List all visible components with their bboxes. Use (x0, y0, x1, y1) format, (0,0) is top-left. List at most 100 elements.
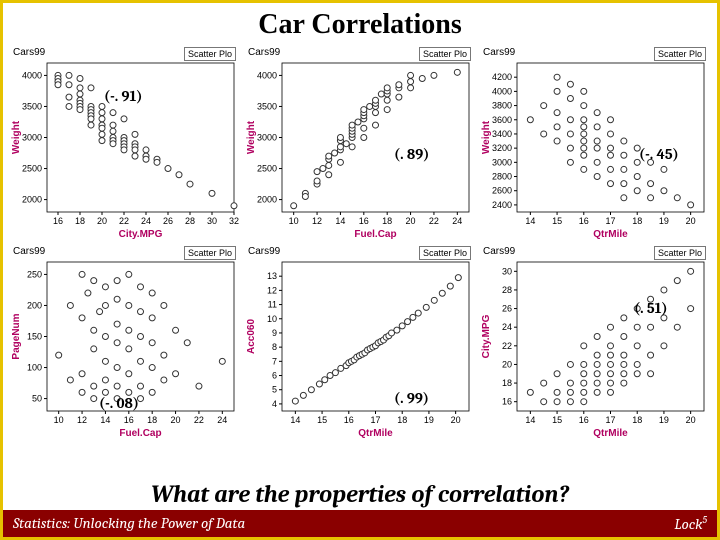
svg-text:30: 30 (207, 216, 217, 226)
svg-text:17: 17 (605, 216, 615, 226)
svg-text:28: 28 (185, 216, 195, 226)
svg-text:20: 20 (686, 415, 696, 425)
svg-text:100: 100 (27, 363, 42, 373)
svg-text:16: 16 (579, 415, 589, 425)
svg-text:18: 18 (632, 415, 642, 425)
svg-text:28: 28 (502, 285, 512, 295)
svg-text:7: 7 (272, 356, 277, 366)
svg-text:QtrMile: QtrMile (358, 428, 393, 439)
correlation-annotation: (. 51) (634, 299, 668, 317)
svg-text:Acc060: Acc060 (246, 319, 257, 354)
dataset-label: Cars99 (248, 246, 280, 257)
svg-text:3000: 3000 (257, 133, 277, 143)
chart-type-button[interactable]: Scatter Plo (184, 47, 236, 61)
svg-text:Weight: Weight (11, 120, 22, 154)
svg-text:16: 16 (344, 415, 354, 425)
svg-text:City.MPG: City.MPG (481, 314, 492, 358)
svg-text:18: 18 (382, 216, 392, 226)
svg-text:15: 15 (552, 415, 562, 425)
svg-text:2400: 2400 (492, 200, 512, 210)
svg-text:3800: 3800 (492, 101, 512, 111)
svg-text:10: 10 (54, 415, 64, 425)
scatter-panel-weight-citympg: Cars99Scatter Plo(-. 91)1618202224262830… (9, 45, 240, 240)
svg-text:26: 26 (502, 304, 512, 314)
correlation-annotation: (-. 91) (104, 87, 143, 105)
svg-text:Fuel.Cap: Fuel.Cap (119, 428, 161, 439)
question-text: What are the properties of correlation? (3, 480, 717, 508)
svg-text:12: 12 (312, 216, 322, 226)
svg-text:150: 150 (27, 332, 42, 342)
scatter-panel-acc060-qtrmile: Cars99Scatter Plo(. 99)14151617181920456… (244, 244, 475, 439)
svg-text:20: 20 (97, 216, 107, 226)
chart-type-button[interactable]: Scatter Plo (654, 246, 706, 260)
svg-text:2000: 2000 (257, 195, 277, 205)
svg-text:15: 15 (552, 216, 562, 226)
svg-text:17: 17 (605, 415, 615, 425)
svg-text:PageNum: PageNum (11, 313, 22, 359)
svg-text:6: 6 (272, 371, 277, 381)
svg-text:20: 20 (686, 216, 696, 226)
svg-text:24: 24 (141, 216, 151, 226)
svg-text:4: 4 (272, 399, 277, 409)
svg-text:12: 12 (267, 285, 277, 295)
svg-text:13: 13 (267, 271, 277, 281)
svg-text:16: 16 (359, 216, 369, 226)
svg-text:14: 14 (335, 216, 345, 226)
svg-text:3600: 3600 (492, 115, 512, 125)
chart-grid: Cars99 Scatter Plo (-. 91) 16 18 20 22 24 26 28 30… (3, 45, 717, 476)
scatter-panel-citympg-qtrmile: Cars99Scatter Plo(. 51)14151617181920161… (479, 244, 710, 439)
correlation-annotation: (. 99) (394, 389, 429, 407)
svg-text:14: 14 (290, 415, 300, 425)
svg-text:2500: 2500 (257, 164, 277, 174)
svg-text:200: 200 (27, 300, 42, 310)
svg-text:26: 26 (163, 216, 173, 226)
svg-text:19: 19 (659, 415, 669, 425)
svg-text:4200: 4200 (492, 72, 512, 82)
chart-type-button[interactable]: Scatter Plo (654, 47, 706, 61)
svg-text:16: 16 (502, 397, 512, 407)
dataset-label: Cars99 (13, 47, 45, 58)
svg-text:14: 14 (525, 415, 535, 425)
svg-text:22: 22 (502, 341, 512, 351)
svg-text:20: 20 (171, 415, 181, 425)
svg-text:18: 18 (502, 378, 512, 388)
svg-text:QtrMile: QtrMile (593, 229, 628, 240)
footer-right: Lock5 (674, 514, 707, 533)
svg-text:2600: 2600 (492, 186, 512, 196)
svg-text:32: 32 (229, 216, 239, 226)
correlation-annotation: (-. 08) (99, 394, 139, 412)
page-title: Car Correlations (3, 9, 717, 41)
dataset-label: Cars99 (483, 47, 515, 58)
svg-text:3200: 3200 (492, 143, 512, 153)
svg-text:10: 10 (267, 314, 277, 324)
svg-text:22: 22 (119, 216, 129, 226)
svg-text:4000: 4000 (492, 86, 512, 96)
scatter-svg: 101214161820222420002500300035004000Fuel… (244, 45, 475, 240)
scatter-svg: 141516171819201618202224262830QtrMileCit… (479, 244, 710, 439)
svg-text:3500: 3500 (22, 101, 42, 111)
svg-text:City.MPG: City.MPG (119, 229, 163, 240)
scatter-panel-weight-qtrmile: Cars99Scatter Plo(-. 45)1415161718192024… (479, 45, 710, 240)
chart-type-button[interactable]: Scatter Plo (419, 246, 471, 260)
chart-type-button[interactable]: Scatter Plo (184, 246, 236, 260)
svg-text:10: 10 (289, 216, 299, 226)
svg-text:8: 8 (272, 342, 277, 352)
svg-text:22: 22 (194, 415, 204, 425)
chart-type-button[interactable]: Scatter Plo (419, 47, 471, 61)
svg-text:16: 16 (124, 415, 134, 425)
svg-text:4000: 4000 (257, 70, 277, 80)
svg-text:20: 20 (502, 359, 512, 369)
svg-text:4000: 4000 (22, 70, 42, 80)
svg-text:16: 16 (53, 216, 63, 226)
scatter-panel-weight-fuelcap: Cars99Scatter Plo(. 89)10121416182022242… (244, 45, 475, 240)
svg-text:Weight: Weight (481, 120, 492, 154)
svg-text:2000: 2000 (22, 195, 42, 205)
svg-text:5: 5 (272, 385, 277, 395)
dataset-label: Cars99 (248, 47, 280, 58)
correlation-annotation: (-. 45) (639, 145, 679, 163)
svg-text:11: 11 (268, 300, 277, 310)
correlation-annotation: (. 89) (394, 145, 429, 163)
slide-page: Car Correlations Cars99 Scatter Plo (-. 91… (0, 0, 720, 540)
svg-text:9: 9 (272, 328, 277, 338)
svg-text:2500: 2500 (22, 164, 42, 174)
